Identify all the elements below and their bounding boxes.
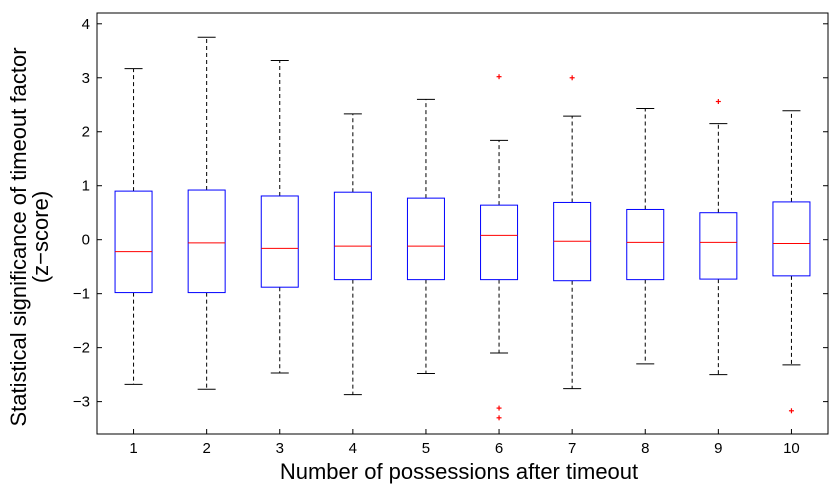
iqr-box bbox=[333, 191, 372, 281]
outlier-marker bbox=[569, 75, 575, 81]
plot-area bbox=[96, 12, 829, 435]
box-group bbox=[406, 98, 445, 375]
box-group bbox=[114, 68, 153, 385]
outlier-marker bbox=[496, 74, 502, 80]
x-tick-label: 3 bbox=[276, 440, 284, 457]
axes-frame bbox=[96, 12, 829, 435]
y-tick-label: 2 bbox=[82, 124, 90, 141]
y-axis: −3 −2 −1 0 1 2 3 4 bbox=[73, 16, 828, 411]
x-tick-label: 7 bbox=[568, 440, 576, 457]
y-tick-label: 3 bbox=[82, 70, 90, 87]
x-tick-label: 9 bbox=[714, 440, 722, 457]
box-group bbox=[553, 75, 592, 390]
iqr-box bbox=[260, 195, 299, 288]
x-tick-label: 6 bbox=[495, 440, 503, 457]
box-group bbox=[699, 99, 738, 376]
x-tick-label: 8 bbox=[641, 440, 649, 457]
iqr-box bbox=[114, 190, 153, 294]
iqr-box bbox=[772, 201, 811, 277]
x-tick-label: 2 bbox=[202, 440, 210, 457]
y-tick-label: −2 bbox=[73, 340, 90, 357]
y-tick-label: 4 bbox=[82, 16, 90, 33]
y-axis-title: Statistical significance of timeout fact… bbox=[6, 47, 53, 426]
outlier-marker bbox=[496, 405, 502, 411]
x-tick-label: 4 bbox=[349, 440, 357, 457]
y-tick-label: 1 bbox=[82, 178, 90, 195]
x-axis-title: Number of possessions after timeout bbox=[280, 459, 638, 484]
outlier-marker bbox=[715, 99, 721, 105]
y-tick-label: 0 bbox=[82, 232, 90, 249]
box-group bbox=[187, 36, 226, 390]
y-tick-label: −1 bbox=[73, 286, 90, 303]
box-group bbox=[480, 74, 519, 421]
iqr-box bbox=[480, 204, 519, 281]
x-axis: 1 2 3 4 5 6 7 8 9 10 bbox=[129, 429, 800, 457]
box-group bbox=[626, 108, 665, 365]
iqr-box bbox=[187, 189, 226, 294]
outlier-marker bbox=[788, 408, 794, 414]
outlier-marker bbox=[496, 415, 502, 421]
iqr-box bbox=[406, 197, 445, 281]
box-group bbox=[772, 110, 811, 414]
x-tick-label: 1 bbox=[129, 440, 137, 457]
box-group bbox=[260, 59, 299, 374]
iqr-box bbox=[626, 208, 665, 281]
y-axis-title-line-1: Statistical significance of timeout fact… bbox=[6, 47, 31, 426]
iqr-box bbox=[699, 212, 738, 280]
box-group bbox=[333, 113, 372, 396]
y-axis-title-line-2: (z−score) bbox=[28, 191, 53, 283]
x-tick-label: 10 bbox=[783, 440, 800, 457]
y-tick-label: −3 bbox=[73, 394, 90, 411]
x-tick-label: 5 bbox=[422, 440, 430, 457]
